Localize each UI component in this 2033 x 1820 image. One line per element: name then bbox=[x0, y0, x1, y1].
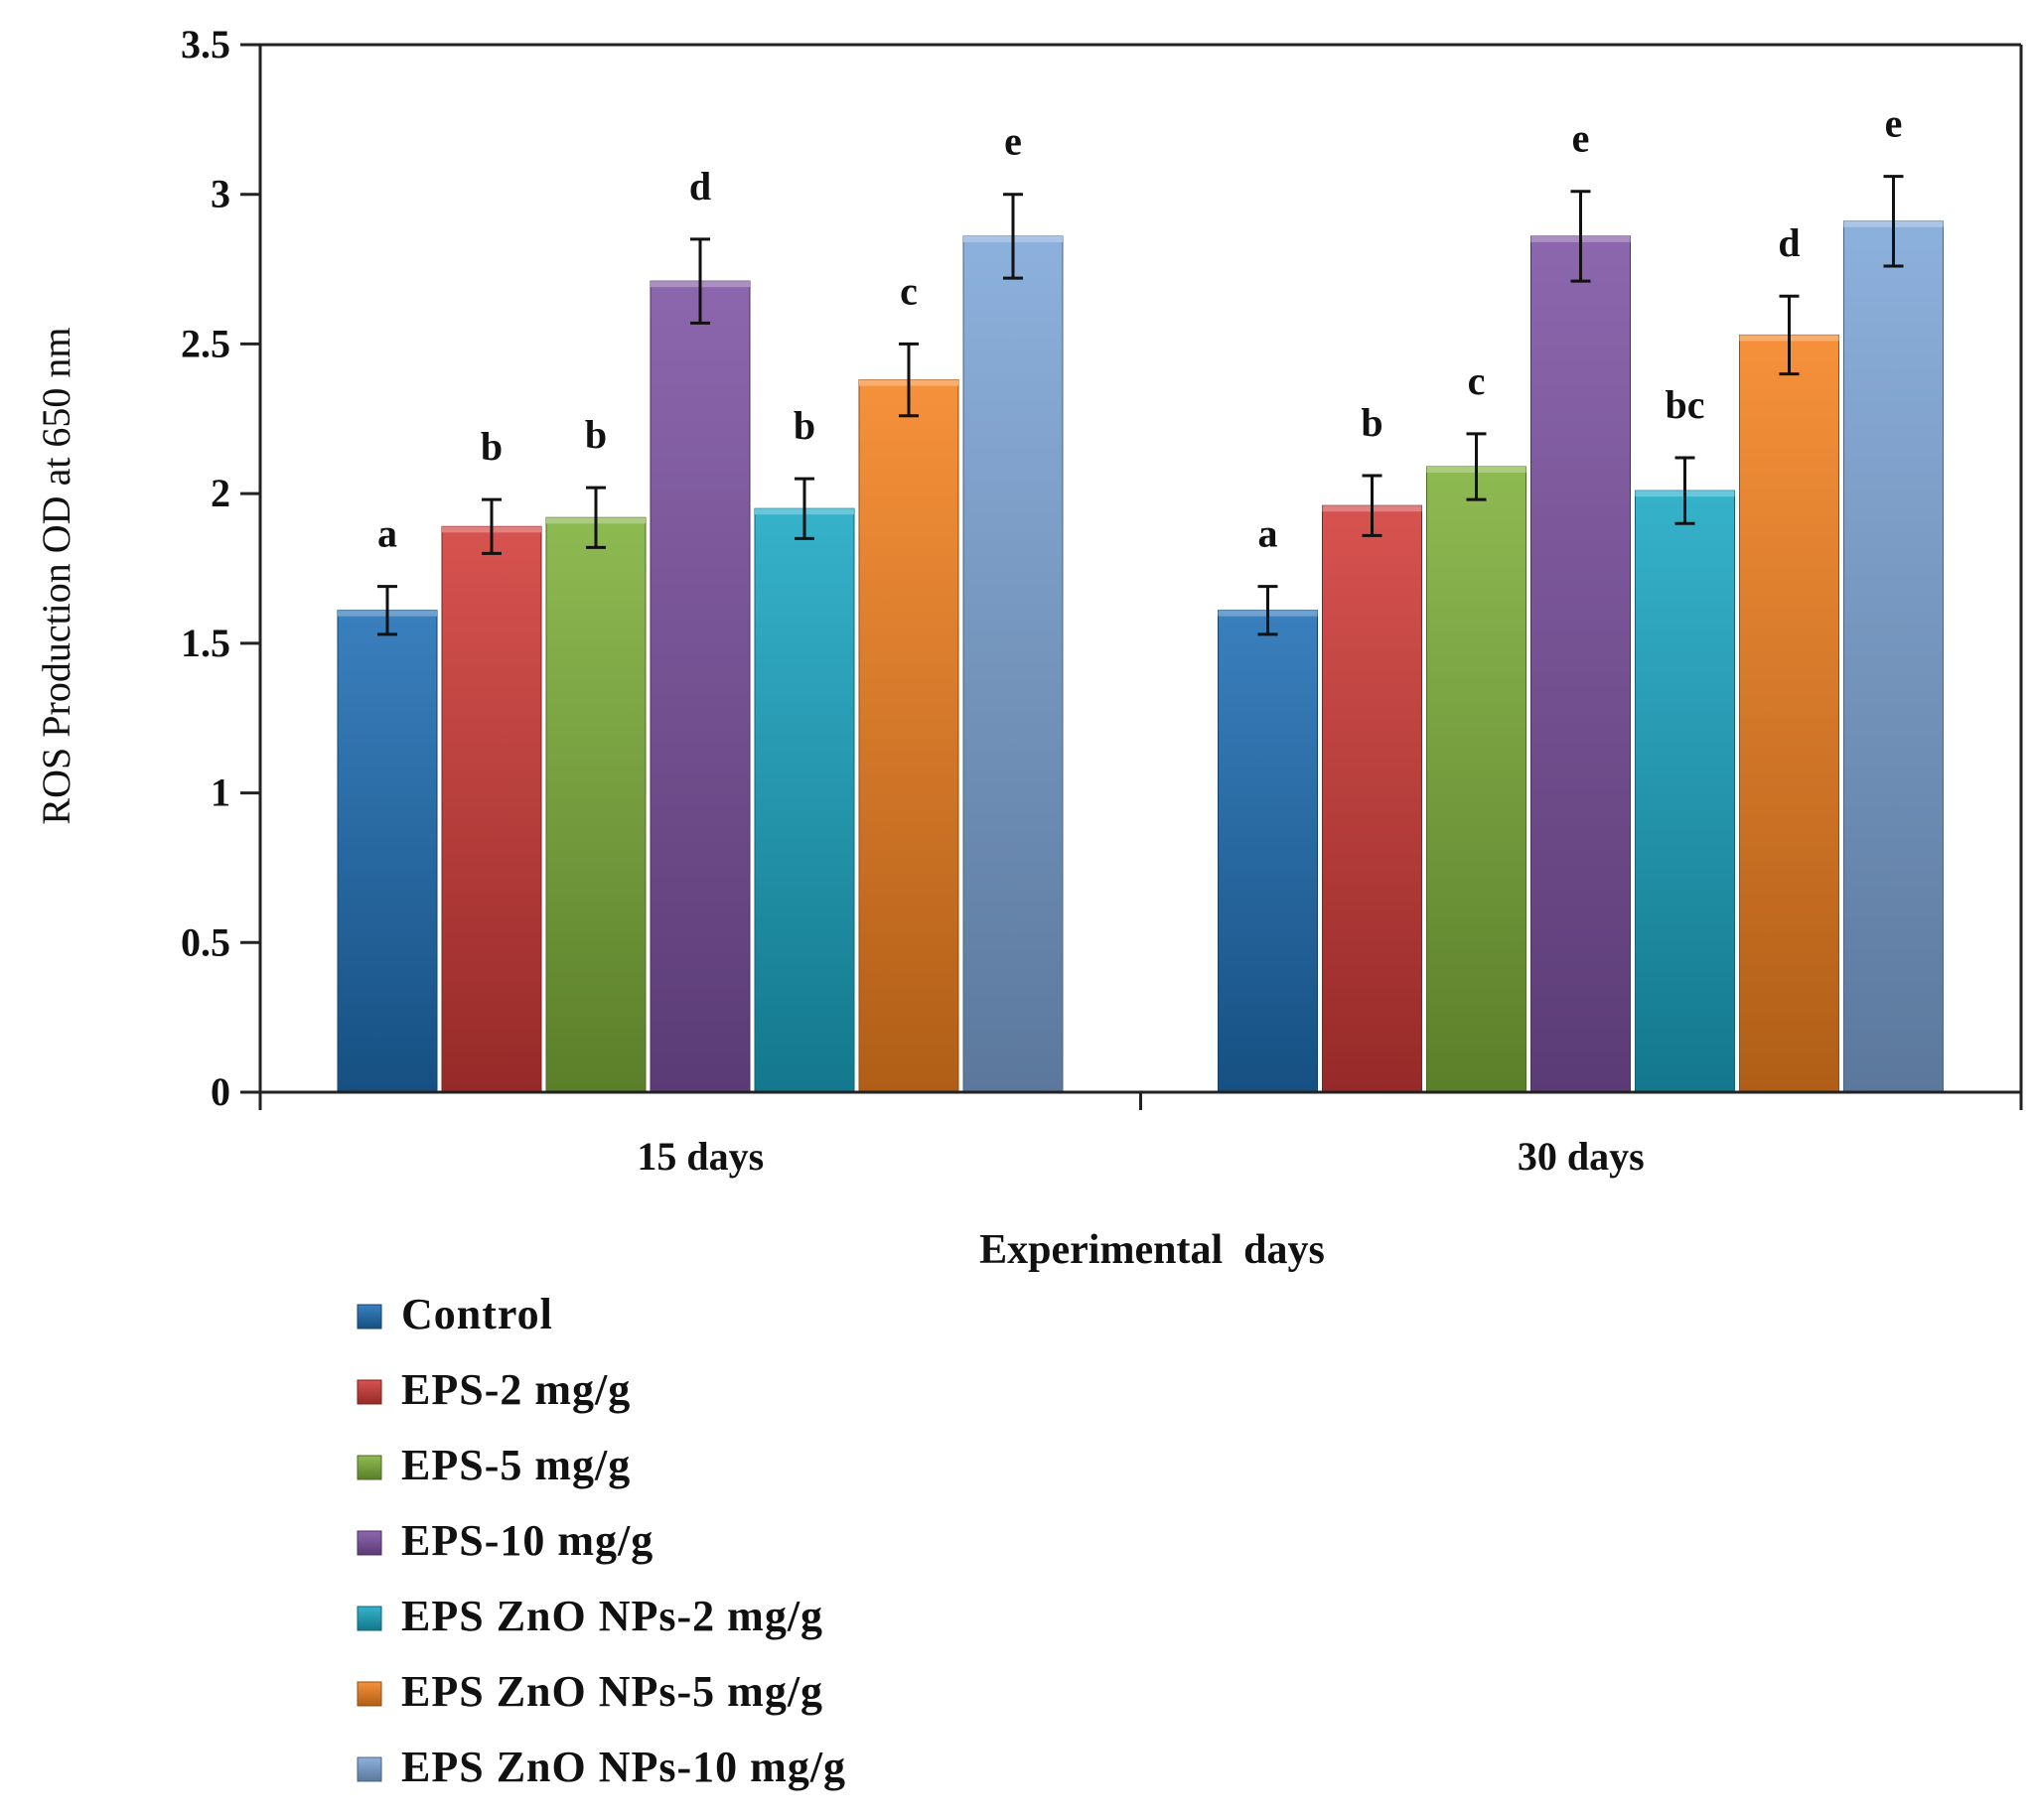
y-axis: 0 0.5 1 1.5 2 2.5 3 3.5 bbox=[181, 22, 262, 1114]
bar bbox=[545, 516, 647, 1093]
plot-area bbox=[260, 43, 2023, 1092]
legend-swatch bbox=[357, 1455, 382, 1480]
significance-label: b bbox=[481, 424, 503, 469]
significance-label: d bbox=[689, 164, 711, 209]
x-axis: 15 days 30 days bbox=[240, 1090, 2023, 1179]
legend-swatch bbox=[357, 1606, 382, 1631]
y-tick-label: 1 bbox=[211, 770, 230, 815]
bar bbox=[1530, 235, 1631, 1093]
bar bbox=[1218, 610, 1318, 1093]
significance-label: b bbox=[1361, 400, 1382, 445]
y-tick-label: 2 bbox=[211, 471, 230, 515]
significance-label: b bbox=[585, 412, 607, 457]
bar bbox=[1426, 466, 1526, 1093]
bar bbox=[441, 525, 542, 1093]
significance-label: b bbox=[794, 403, 815, 448]
legend-swatch bbox=[357, 1304, 382, 1330]
legend-label: EPS ZnO NPs-10 mg/g bbox=[401, 1743, 846, 1791]
legend-label: EPS ZnO NPs-2 mg/g bbox=[401, 1592, 823, 1640]
y-tick-label: 1.5 bbox=[181, 621, 230, 665]
significance-label: e bbox=[1004, 119, 1022, 164]
y-tick-label: 3.5 bbox=[181, 22, 230, 67]
legend-label: EPS-10 mg/g bbox=[401, 1516, 653, 1565]
y-axis-title: ROS Production OD at 650 nm bbox=[34, 327, 78, 824]
bar bbox=[650, 280, 751, 1093]
significance-label: e bbox=[1572, 116, 1590, 161]
significance-label: c bbox=[900, 268, 918, 313]
legend-swatch bbox=[357, 1379, 382, 1405]
bar bbox=[1322, 504, 1422, 1093]
bar bbox=[1843, 220, 1944, 1093]
x-category-label: 15 days bbox=[637, 1134, 764, 1179]
legend-swatch bbox=[357, 1530, 382, 1556]
legend-swatch bbox=[357, 1756, 382, 1782]
legend-label: EPS ZnO NPs-5 mg/g bbox=[401, 1667, 823, 1716]
y-tick-label: 2.5 bbox=[181, 321, 230, 365]
significance-label: a bbox=[377, 511, 397, 556]
legend-label: Control bbox=[401, 1290, 553, 1338]
bar bbox=[962, 235, 1064, 1093]
legend-label: EPS-5 mg/g bbox=[401, 1441, 631, 1489]
bar bbox=[1635, 490, 1735, 1093]
y-tick-label: 0 bbox=[211, 1069, 230, 1114]
bar bbox=[754, 507, 855, 1093]
significance-label: c bbox=[1468, 358, 1486, 403]
y-tick-label: 0.5 bbox=[181, 919, 230, 964]
x-axis-title: Experimental days bbox=[979, 1227, 1325, 1273]
significance-label: d bbox=[1778, 220, 1800, 265]
legend: Control EPS-2 mg/g EPS-5 mg/g EPS-10 mg/g EP… bbox=[357, 1290, 846, 1791]
bar bbox=[1739, 334, 1839, 1093]
significance-label: a bbox=[1258, 511, 1278, 556]
significance-label: bc bbox=[1666, 382, 1705, 427]
y-tick-label: 3 bbox=[211, 172, 230, 216]
legend-swatch bbox=[357, 1681, 382, 1707]
significance-label: e bbox=[1885, 101, 1903, 146]
legend-label: EPS-2 mg/g bbox=[401, 1365, 631, 1414]
bar bbox=[858, 379, 959, 1093]
bar bbox=[337, 610, 438, 1093]
x-category-label: 30 days bbox=[1518, 1134, 1645, 1179]
